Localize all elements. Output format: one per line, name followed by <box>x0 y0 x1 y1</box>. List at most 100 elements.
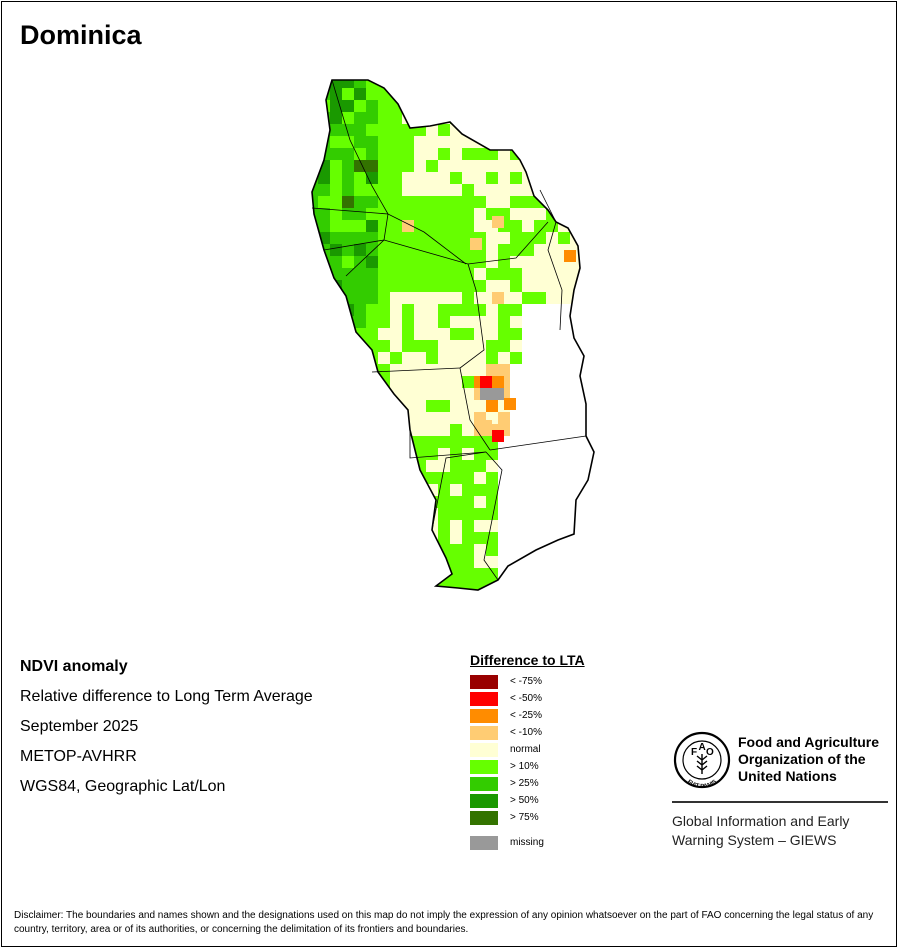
anomaly-pixel <box>342 172 354 184</box>
anomaly-pixel <box>390 340 402 352</box>
anomaly-pixel <box>522 124 534 136</box>
anomaly-pixel <box>330 496 342 508</box>
anomaly-pixel <box>474 472 486 484</box>
anomaly-pixel <box>354 304 366 316</box>
anomaly-pixel <box>366 184 378 196</box>
anomaly-pixel <box>342 244 354 256</box>
anomaly-pixel <box>378 292 390 304</box>
anomaly-pixel <box>402 220 414 232</box>
anomaly-pixel <box>438 208 450 220</box>
anomaly-pixel <box>342 556 354 568</box>
anomaly-pixel <box>426 328 438 340</box>
anomaly-pixel <box>462 172 474 184</box>
anomaly-pixel <box>438 472 450 484</box>
anomaly-pixel <box>366 496 378 508</box>
legend-label: < -25% <box>510 710 542 721</box>
anomaly-pixel <box>426 292 438 304</box>
anomaly-pixel <box>474 160 486 172</box>
legend-item: < -50% <box>470 690 585 707</box>
anomaly-pixel <box>366 100 378 112</box>
anomaly-pixel <box>312 484 318 496</box>
anomaly-pixel <box>318 472 330 484</box>
anomaly-pixel <box>378 388 390 400</box>
anomaly-pixel <box>390 412 402 424</box>
anomaly-pixel <box>390 124 402 136</box>
anomaly-pixel <box>312 508 318 520</box>
anomaly-pixel <box>342 472 354 484</box>
anomaly-pixel <box>414 412 426 424</box>
anomaly-pixel <box>582 160 594 172</box>
disclaimer: Disclaimer: The boundaries and names sho… <box>14 910 874 935</box>
anomaly-pixel <box>462 508 474 520</box>
anomaly-pixel <box>366 556 378 568</box>
info-sensor: METOP-AVHRR <box>20 748 137 765</box>
anomaly-pixel <box>354 292 366 304</box>
anomaly-pixel <box>366 172 378 184</box>
anomaly-pixel <box>390 364 402 376</box>
anomaly-pixel <box>498 148 510 160</box>
anomaly-pixel <box>354 160 366 172</box>
anomaly-pixel <box>354 448 366 460</box>
anomaly-pixel <box>330 400 342 412</box>
anomaly-pixel <box>402 208 414 220</box>
anomaly-pixel <box>414 136 426 148</box>
anomaly-pixel <box>510 112 522 124</box>
anomaly-pixel <box>414 304 426 316</box>
anomaly-pixel <box>450 568 462 580</box>
anomaly-pixel <box>534 280 546 292</box>
anomaly-pixel <box>462 556 474 568</box>
anomaly-pixel <box>312 388 318 400</box>
anomaly-pixel <box>522 148 534 160</box>
anomaly-pixel <box>462 568 474 580</box>
anomaly-pixel <box>594 220 606 232</box>
info-period: September 2025 <box>20 718 139 735</box>
anomaly-pixel <box>582 148 594 160</box>
anomaly-pixel <box>486 508 498 520</box>
anomaly-pixel <box>450 532 462 544</box>
anomaly-pixel <box>414 436 426 448</box>
anomaly-pixel <box>330 568 342 580</box>
anomaly-pixel <box>342 424 354 436</box>
anomaly-pixel <box>366 136 378 148</box>
anomaly-pixel <box>510 172 522 184</box>
anomaly-pixel <box>522 220 534 232</box>
anomaly-pixel <box>426 148 438 160</box>
anomaly-pixel <box>546 184 558 196</box>
anomaly-pixel <box>438 88 450 100</box>
anomaly-pixel <box>570 136 582 148</box>
anomaly-pixel <box>414 160 426 172</box>
anomaly-pixel <box>558 196 570 208</box>
anomaly-pixel <box>402 496 414 508</box>
anomaly-pixel <box>354 472 366 484</box>
anomaly-pixel <box>366 376 378 388</box>
anomaly-pixel <box>486 568 498 580</box>
anomaly-pixel <box>402 388 414 400</box>
anomaly-pixel <box>390 508 402 520</box>
anomaly-pixel <box>414 256 426 268</box>
anomaly-pixel <box>414 424 426 436</box>
anomaly-pixel <box>462 304 474 316</box>
anomaly-pixel <box>462 316 474 328</box>
anomaly-pixel <box>582 136 594 148</box>
anomaly-pixel <box>318 388 330 400</box>
anomaly-pixel <box>438 316 450 328</box>
anomaly-pixel <box>450 220 462 232</box>
giews-name: Global Information and Early Warning Sys… <box>672 813 850 848</box>
anomaly-pixel <box>390 568 402 580</box>
anomaly-pixel <box>402 112 414 124</box>
anomaly-pixel <box>318 292 330 304</box>
anomaly-pixel <box>462 160 474 172</box>
anomaly-pixel <box>426 376 438 388</box>
anomaly-pixel <box>486 244 498 256</box>
anomaly-pixel <box>402 532 414 544</box>
anomaly-pixel <box>402 280 414 292</box>
anomaly-pixel <box>510 292 522 304</box>
anomaly-pixel <box>318 568 330 580</box>
legend-swatch <box>470 794 498 808</box>
anomaly-pixel <box>426 424 438 436</box>
anomaly-pixel <box>498 268 510 280</box>
anomaly-pixel <box>354 532 366 544</box>
legend-swatch <box>470 726 498 740</box>
anomaly-pixel <box>522 100 534 112</box>
anomaly-pixel <box>594 148 606 160</box>
